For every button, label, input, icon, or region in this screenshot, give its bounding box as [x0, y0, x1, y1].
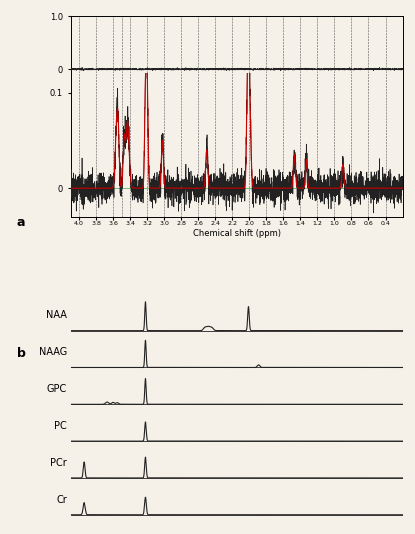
- Text: a: a: [17, 216, 25, 229]
- Text: PCr: PCr: [51, 458, 67, 468]
- Text: b: b: [17, 347, 25, 360]
- X-axis label: Chemical shift (ppm): Chemical shift (ppm): [193, 229, 281, 238]
- Text: PC: PC: [54, 421, 67, 431]
- Text: Cr: Cr: [56, 494, 67, 505]
- Text: NAAG: NAAG: [39, 347, 67, 357]
- Text: NAA: NAA: [46, 310, 67, 320]
- Text: GPC: GPC: [47, 384, 67, 394]
